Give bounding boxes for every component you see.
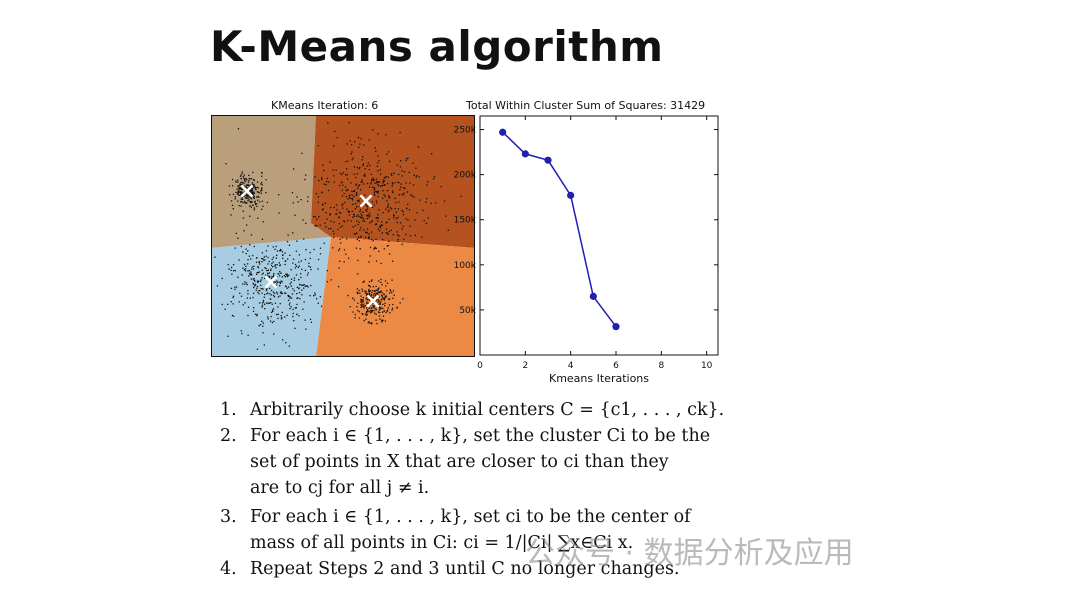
step-line: set of points in X that are closer to ci…	[250, 452, 669, 472]
algorithm-step-4: 4. Repeat Steps 2 and 3 until C no longe…	[220, 556, 740, 582]
cluster-region-4	[316, 237, 475, 357]
kmeans-scatter-plot: × × × ×	[211, 115, 475, 357]
slide-title: K-Means algorithm	[210, 22, 664, 71]
wss-chart-title: Total Within Cluster Sum of Squares: 314…	[466, 99, 706, 112]
cluster-region-2	[311, 115, 475, 248]
algorithm-step-1: 1. Arbitrarily choose k initial centers …	[220, 397, 740, 423]
data-point	[567, 191, 575, 199]
x-tick-label: 8	[658, 361, 664, 371]
step-line: For each i ∈ {1, . . . , k}, set the clu…	[250, 426, 711, 446]
x-tick-label: 0	[477, 361, 483, 371]
x-tick-label: 10	[701, 361, 713, 371]
algorithm-step-3: 3. For each i ∈ {1, . . . , k}, set ci t…	[220, 504, 740, 556]
step-number: 1.	[220, 400, 237, 420]
plot-frame	[479, 115, 719, 356]
cluster-region-1	[211, 115, 331, 248]
data-point	[544, 156, 552, 164]
wss-line-chart: 50k 100k 150k 200k 250k 0 2 4 6 8 10 Kmeans Iterati…	[454, 115, 719, 385]
centroid-marker-3: ×	[262, 270, 280, 295]
data-point	[612, 323, 620, 331]
y-tick-label: 200k	[454, 171, 477, 181]
data-points	[214, 122, 462, 350]
step-line: mass of all points in Ci: ci = 1/|Ci| ∑x…	[250, 533, 634, 553]
cluster-region-3	[211, 237, 331, 357]
step-line: are to cj for all j ≠ i.	[250, 478, 430, 498]
algorithm-step-2: 2. For each i ∈ {1, . . . , k}, set the …	[220, 423, 740, 501]
algorithm-steps: 1. Arbitrarily choose k initial centers …	[220, 397, 740, 582]
data-point	[499, 128, 507, 136]
step-number: 4.	[220, 559, 237, 579]
centroid-marker-1: ×	[238, 179, 256, 204]
centroid-marker-4: ×	[364, 289, 382, 314]
step-line: Arbitrarily choose k initial centers C =…	[250, 400, 725, 420]
data-point	[521, 150, 529, 158]
x-axis-label: Kmeans Iterations	[549, 372, 649, 385]
data-point	[589, 292, 597, 300]
x-tick-label: 4	[568, 361, 574, 371]
x-tick-label: 2	[522, 361, 528, 371]
step-line: For each i ∈ {1, . . . , k}, set ci to b…	[250, 507, 691, 527]
step-line: Repeat Steps 2 and 3 until C no longer c…	[250, 559, 680, 579]
y-tick-label: 100k	[454, 261, 477, 271]
series-line	[502, 131, 617, 328]
kmeans-plot-title: KMeans Iteration: 6	[271, 99, 379, 112]
plot-frame	[211, 115, 475, 357]
y-tick-label: 250k	[454, 126, 477, 136]
x-tick-label: 6	[613, 361, 619, 371]
y-tick-label: 150k	[454, 216, 477, 226]
centroid-marker-2: ×	[357, 189, 375, 214]
step-number: 3.	[220, 507, 237, 527]
y-tick-label: 50k	[459, 306, 476, 316]
watermark: 公众号 · 数据分析及应用	[525, 536, 854, 571]
step-number: 2.	[220, 426, 237, 446]
